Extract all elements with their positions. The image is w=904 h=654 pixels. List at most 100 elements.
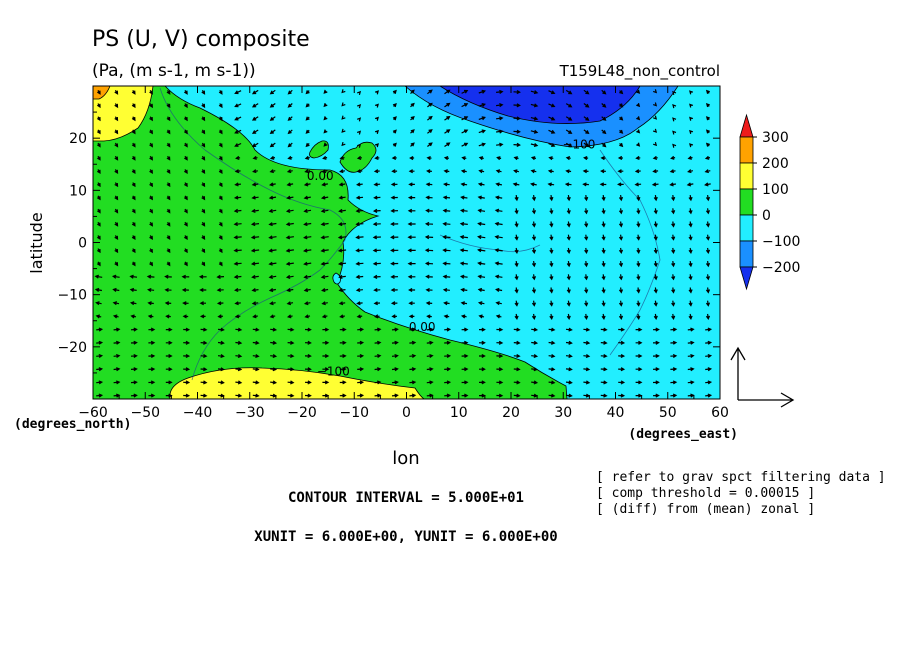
wind-arrow bbox=[600, 155, 606, 161]
wind-arrow bbox=[285, 208, 294, 213]
wind-arrow bbox=[234, 314, 241, 319]
wind-arrow bbox=[670, 327, 678, 332]
wind-arrow bbox=[619, 90, 624, 95]
wind-arrow bbox=[286, 314, 293, 319]
wind-arrow bbox=[496, 380, 504, 385]
wind-arrow bbox=[269, 142, 276, 148]
wind-arrow bbox=[408, 301, 415, 306]
wind-arrow bbox=[337, 235, 347, 240]
wind-arrow bbox=[409, 327, 417, 332]
wind-arrow bbox=[653, 287, 658, 294]
wind-arrow bbox=[166, 142, 171, 148]
wind-arrow bbox=[565, 340, 573, 345]
wind-arrow bbox=[635, 155, 641, 160]
wind-arrow bbox=[461, 142, 469, 147]
wind-arrow bbox=[618, 261, 624, 268]
wind-arrow bbox=[269, 301, 276, 306]
wind-arrow bbox=[251, 288, 259, 293]
wind-arrow bbox=[304, 155, 310, 160]
wind-arrow bbox=[392, 116, 397, 121]
wind-arrow bbox=[619, 103, 624, 108]
wind-arrow bbox=[617, 182, 624, 187]
wind-arrow bbox=[477, 274, 486, 279]
wind-arrow bbox=[671, 261, 676, 268]
colorbar-top-triangle bbox=[739, 113, 754, 138]
wind-arrow bbox=[131, 195, 136, 201]
wind-arrow bbox=[114, 182, 119, 188]
wind-arrow bbox=[355, 222, 364, 227]
wind-arrow bbox=[303, 301, 311, 306]
wind-arrow bbox=[442, 261, 451, 266]
wind-arrow bbox=[130, 340, 138, 345]
wind-arrow bbox=[494, 221, 503, 226]
wind-arrow bbox=[442, 287, 450, 292]
wind-arrow bbox=[513, 89, 521, 95]
wind-arrow bbox=[478, 129, 486, 134]
wind-arrow bbox=[705, 327, 713, 332]
wind-arrow bbox=[130, 393, 138, 398]
wind-arrow bbox=[113, 380, 121, 385]
wind-arrow bbox=[530, 142, 539, 147]
wind-arrow bbox=[705, 208, 711, 215]
wind-arrow bbox=[146, 274, 155, 279]
wind-arrow bbox=[479, 367, 486, 372]
wind-arrow bbox=[566, 195, 571, 202]
wind-arrow bbox=[425, 287, 433, 293]
wind-arrow bbox=[233, 195, 242, 200]
wind-arrow bbox=[285, 248, 294, 253]
wind-arrow bbox=[374, 155, 380, 160]
wind-arrow bbox=[96, 367, 104, 372]
wind-arrow bbox=[218, 261, 223, 267]
wind-arrow bbox=[424, 235, 434, 240]
wind-arrow bbox=[600, 367, 608, 372]
wind-arrow bbox=[601, 89, 607, 95]
wind-arrow bbox=[705, 274, 711, 281]
wind-arrow bbox=[235, 380, 243, 385]
wind-arrow bbox=[166, 248, 171, 254]
wind-arrow bbox=[583, 327, 591, 332]
wind-arrow bbox=[183, 380, 191, 385]
wind-arrow bbox=[619, 116, 624, 121]
wind-arrow bbox=[166, 129, 171, 135]
wind-arrow bbox=[514, 274, 519, 281]
wind-arrow bbox=[96, 90, 101, 95]
wind-arrow bbox=[583, 129, 590, 135]
wind-arrow bbox=[96, 182, 101, 188]
wind-arrow bbox=[566, 287, 571, 294]
wind-arrow bbox=[96, 248, 101, 254]
wind-arrow bbox=[514, 287, 519, 294]
wind-arrow bbox=[479, 380, 486, 385]
wind-arrow bbox=[217, 367, 225, 372]
wind-arrow bbox=[201, 208, 206, 214]
wind-arrow bbox=[234, 129, 242, 134]
wind-vectors bbox=[94, 89, 713, 398]
wind-arrow bbox=[218, 155, 223, 161]
wind-arrow bbox=[410, 129, 415, 134]
wind-arrow bbox=[584, 195, 589, 202]
wind-arrow bbox=[584, 208, 589, 215]
wind-arrow bbox=[338, 288, 346, 293]
wind-arrow bbox=[531, 354, 539, 359]
wind-arrow bbox=[426, 314, 432, 319]
wind-arrow bbox=[166, 208, 171, 214]
wind-arrow bbox=[183, 367, 191, 372]
wind-arrow bbox=[166, 155, 171, 161]
wind-arrow bbox=[601, 195, 606, 202]
wind-arrow bbox=[426, 169, 432, 174]
wind-arrow bbox=[234, 90, 242, 95]
colorbar-segment bbox=[739, 162, 754, 190]
wind-arrow bbox=[305, 116, 310, 121]
wind-arrow bbox=[705, 116, 710, 121]
x-axis: −60 −50 −40 −30 −20 −10 0 10 20 30 40 50 60 bbox=[78, 86, 729, 421]
wind-arrow bbox=[670, 393, 678, 398]
wind-arrow bbox=[286, 288, 294, 293]
wind-arrow bbox=[339, 327, 347, 332]
wind-arrow bbox=[618, 380, 626, 385]
wind-arrow bbox=[270, 367, 278, 372]
wind-arrow bbox=[549, 234, 554, 241]
wind-arrow bbox=[461, 116, 469, 121]
wind-arrow bbox=[479, 340, 486, 345]
wind-arrow bbox=[671, 247, 676, 254]
wind-arrow bbox=[425, 301, 433, 306]
wind-arrow bbox=[653, 221, 658, 228]
